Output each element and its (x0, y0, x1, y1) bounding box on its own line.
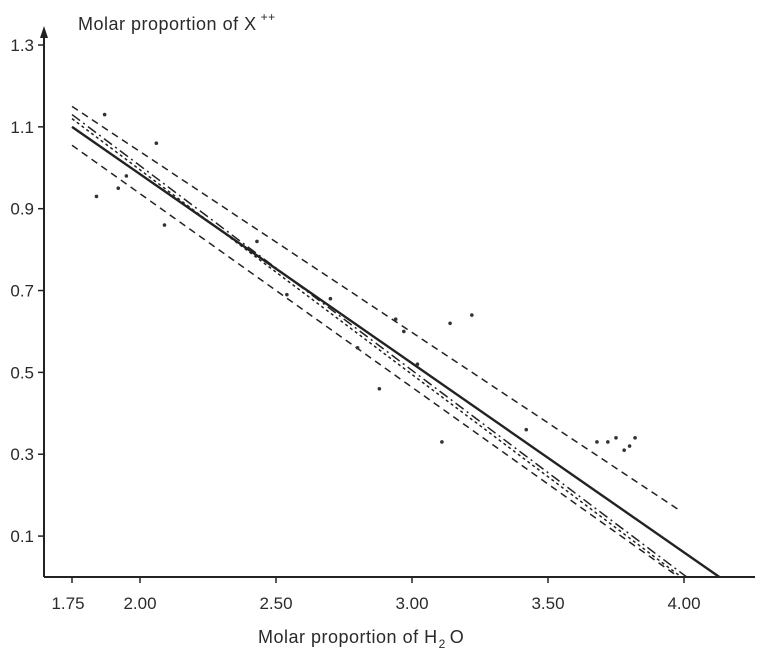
y-tick-label: 0.3 (10, 445, 34, 464)
data-point (524, 427, 529, 432)
chart-axes (40, 26, 755, 578)
data-point (154, 141, 159, 146)
x-axis-title-before: Molar proportion of H (258, 627, 438, 647)
fit-line-dashed (71, 105, 682, 513)
data-point (162, 223, 167, 227)
x-tick-label: 3.00 (395, 594, 428, 613)
x-tick-label: 4.00 (667, 594, 700, 613)
y-tick-label: 0.9 (10, 200, 34, 219)
data-point (116, 186, 121, 191)
x-tick-label: 3.50 (531, 594, 564, 613)
y-axis-arrow (40, 26, 48, 38)
y-axis-title-main: Molar proportion of X (78, 14, 257, 34)
x-axis-title-after: O (450, 627, 465, 647)
data-point (415, 362, 420, 367)
data-point (102, 112, 107, 117)
data-point (614, 436, 618, 440)
x-tick-label: 2.50 (259, 594, 292, 613)
data-points (94, 112, 637, 452)
y-tick-label: 1.1 (10, 118, 34, 137)
y-tick-label: 0.1 (10, 527, 34, 546)
data-point (124, 174, 129, 178)
y-axis-title: Molar proportion of X ++ (78, 10, 276, 34)
fit-line-dashed (71, 144, 679, 578)
x-axis-title-subscript: 2 (439, 637, 446, 649)
axis-ticks: 0.1 0.3 0.5 0.7 0.9 1.1 1.3 1.75 2.00 2.50 3.00 3.5… (10, 36, 700, 613)
data-point (328, 296, 333, 301)
data-point (627, 444, 632, 448)
data-point (255, 239, 259, 244)
x-axis-title: Molar proportion of H2 O (258, 627, 464, 649)
data-point (377, 386, 382, 391)
y-tick-label: 1.3 (10, 36, 34, 55)
data-point (355, 346, 360, 350)
data-point (470, 313, 474, 317)
data-point (622, 448, 626, 452)
fit-line-solid (71, 125, 721, 578)
y-tick-label: 0.5 (10, 363, 34, 382)
fit-line-dash-dot (71, 113, 688, 578)
fit-line-dotted (71, 118, 682, 578)
data-point (402, 329, 406, 334)
y-axis-title-superscript: ++ (261, 10, 276, 24)
x-tick-label: 1.75 (51, 594, 84, 613)
data-point (285, 292, 289, 297)
data-point (393, 317, 398, 321)
x-tick-label: 2.00 (123, 594, 156, 613)
data-point (595, 440, 599, 444)
data-point (94, 194, 99, 199)
fit-lines (71, 105, 721, 578)
y-tick-label: 0.7 (10, 282, 34, 301)
data-point (448, 321, 452, 326)
data-point (440, 440, 444, 444)
data-point (606, 440, 610, 444)
data-point (633, 436, 637, 440)
